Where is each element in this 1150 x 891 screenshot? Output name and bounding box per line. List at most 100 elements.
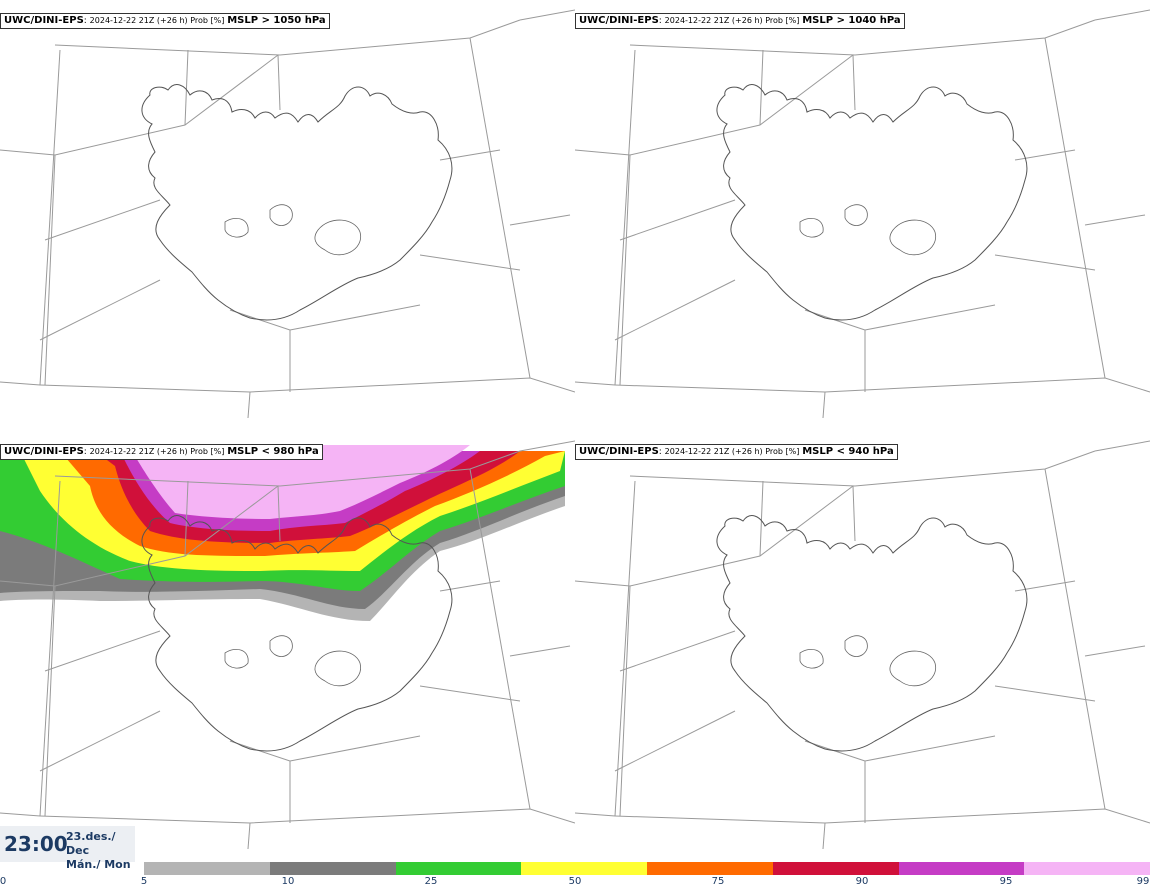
boundary-line <box>0 54 279 156</box>
glacier-outline <box>799 648 824 669</box>
boundary-line <box>614 279 736 341</box>
legend-swatch <box>521 862 647 875</box>
boundary-line <box>1084 645 1146 657</box>
boundary-line <box>229 309 291 392</box>
coastline <box>716 515 1028 752</box>
boundary-line <box>0 812 41 817</box>
glacier-outline <box>844 635 868 657</box>
boundary-line <box>0 485 279 587</box>
boundary-line <box>469 468 531 810</box>
boundary-line <box>419 685 521 702</box>
map-lines <box>0 440 575 849</box>
legend-tick-label: 75 <box>711 876 725 887</box>
map-panel-mslp-lt-980: UWC/DINI-EPS: 2024-12-22 21Z (+26 h) Pro… <box>0 431 575 849</box>
probability-shading <box>0 445 565 621</box>
glacier-outline <box>314 219 362 256</box>
boundary-line <box>39 377 575 393</box>
iceland-map <box>0 9 575 418</box>
boundary-line <box>804 309 866 392</box>
legend-tick-label: 95 <box>999 876 1013 887</box>
boundary-line <box>614 49 636 386</box>
boundary-line <box>1094 9 1150 21</box>
boundary-line <box>614 808 1150 824</box>
boundary-line <box>864 304 996 331</box>
valid-date-line1: 23.des./ Dec <box>66 830 116 857</box>
map-lines <box>575 9 1150 418</box>
boundary-line <box>247 822 251 849</box>
iceland-map-probability <box>0 440 575 849</box>
legend-swatch <box>647 862 773 875</box>
boundary-line <box>804 740 866 823</box>
boundary-line <box>289 304 421 331</box>
boundary-line <box>1044 37 1106 379</box>
boundary-line <box>509 645 571 657</box>
map-panel-mslp-gt-1040: UWC/DINI-EPS: 2024-12-22 21Z (+26 h) Pro… <box>575 0 1150 418</box>
legend-swatch <box>772 862 899 875</box>
boundary-line <box>0 381 41 386</box>
boundary-line <box>1044 468 1106 810</box>
glacier-outline <box>889 219 937 256</box>
boundary-line <box>994 685 1096 702</box>
boundary-line <box>44 630 161 672</box>
legend-tick-label: 99 <box>1136 876 1150 887</box>
boundary-line <box>759 49 764 126</box>
panel-title: UWC/DINI-EPS: 2024-12-22 21Z (+26 h) Pro… <box>575 13 905 29</box>
boundary-line <box>759 480 764 557</box>
prob-band-pink <box>128 445 470 519</box>
boundary-line <box>864 735 996 762</box>
boundary-line <box>39 808 575 824</box>
glacier-outline <box>844 204 868 226</box>
iceland-map <box>575 9 1150 418</box>
boundary-line <box>419 254 521 271</box>
boundary-line <box>994 254 1096 271</box>
legend-swatch <box>898 862 1025 875</box>
coastline <box>141 84 453 321</box>
legend-swatch <box>395 862 522 875</box>
boundary-line <box>277 485 281 542</box>
legend-ticks: 0 5 10 25 50 75 90 95 99 <box>0 876 1150 891</box>
legend-swatch <box>269 862 396 875</box>
boundary-line <box>519 440 575 452</box>
map-lines <box>575 440 1150 849</box>
boundary-line <box>39 49 61 386</box>
glacier-outline <box>889 650 937 687</box>
glacier-outline <box>224 648 249 669</box>
legend-swatch <box>144 862 270 875</box>
boundary-line <box>614 377 1150 393</box>
boundary-line <box>575 54 854 156</box>
boundary-line <box>619 154 631 386</box>
boundary-line <box>575 485 854 587</box>
boundary-line <box>54 450 521 487</box>
map-panel-mslp-lt-940: UWC/DINI-EPS: 2024-12-22 21Z (+26 h) Pro… <box>575 431 1150 849</box>
boundary-line <box>44 154 56 386</box>
boundary-line <box>184 480 189 557</box>
boundary-line <box>289 735 421 762</box>
legend-swatch <box>1024 862 1150 875</box>
legend-tick-label: 50 <box>568 876 582 887</box>
boundary-line <box>519 9 575 21</box>
boundary-line <box>614 710 736 772</box>
boundary-line <box>822 822 826 849</box>
valid-time: 23:00 <box>4 832 68 856</box>
glacier-outline <box>269 204 293 226</box>
boundary-line <box>39 710 161 772</box>
legend-tick-label: 90 <box>855 876 869 887</box>
boundary-line <box>44 585 56 817</box>
coastline <box>141 515 453 752</box>
boundary-line <box>39 480 61 817</box>
glacier-outline <box>269 635 293 657</box>
legend-tick-label: 10 <box>281 876 295 887</box>
boundary-line <box>1084 214 1146 226</box>
panel-title: UWC/DINI-EPS: 2024-12-22 21Z (+26 h) Pro… <box>575 444 898 460</box>
iceland-map <box>575 440 1150 849</box>
boundary-line <box>54 19 521 56</box>
boundary-line <box>1094 440 1150 452</box>
valid-date-line2: Mán./ Mon <box>66 858 131 871</box>
boundary-line <box>469 37 531 379</box>
boundary-line <box>575 381 616 386</box>
boundary-line <box>619 199 736 241</box>
legend-tick-label: 25 <box>424 876 438 887</box>
panel-title: UWC/DINI-EPS: 2024-12-22 21Z (+26 h) Pro… <box>0 444 323 460</box>
glacier-outline <box>799 217 824 238</box>
boundary-line <box>44 199 161 241</box>
